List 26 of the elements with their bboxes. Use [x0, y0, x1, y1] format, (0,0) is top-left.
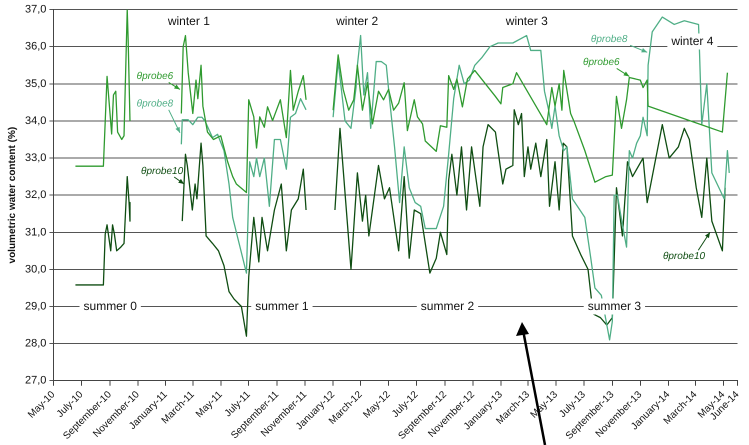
annotation: θprobe6: [583, 57, 620, 68]
y-tick-label: 32,0: [24, 189, 46, 202]
annotation: summer 0: [84, 298, 138, 313]
y-tick-label: 28,0: [24, 338, 46, 350]
y-tick-label: 33,0: [24, 152, 46, 164]
y-tick-label: 36,0: [24, 40, 46, 53]
annotation: winter 1: [166, 14, 210, 28]
y-tick-label: 27,0: [24, 374, 46, 387]
y-tick-label: 35,0: [24, 78, 46, 90]
annotation: summer 2: [420, 298, 474, 313]
annotation: θprobe6: [136, 71, 174, 82]
annotation: θprobe8: [136, 98, 174, 110]
y-tick-label: 37,0: [24, 4, 46, 16]
annotation: winter 2: [335, 14, 378, 28]
y-axis-title: volumetric water content (%): [6, 126, 18, 264]
annotation: summer 3: [588, 298, 642, 313]
y-tick-label: 30,0: [24, 263, 46, 276]
annotation: θprobe10: [662, 251, 706, 262]
y-tick-label: 29,0: [24, 300, 46, 313]
annotation: summer 1: [255, 298, 309, 313]
y-tick-label: 31,0: [24, 226, 46, 238]
annotation: θprobe10: [141, 166, 184, 177]
annotation: θprobe8: [590, 34, 628, 46]
annotation: winter 3: [504, 14, 548, 28]
annotation: winter 4: [670, 34, 714, 48]
y-tick-label: 34,0: [24, 114, 46, 127]
